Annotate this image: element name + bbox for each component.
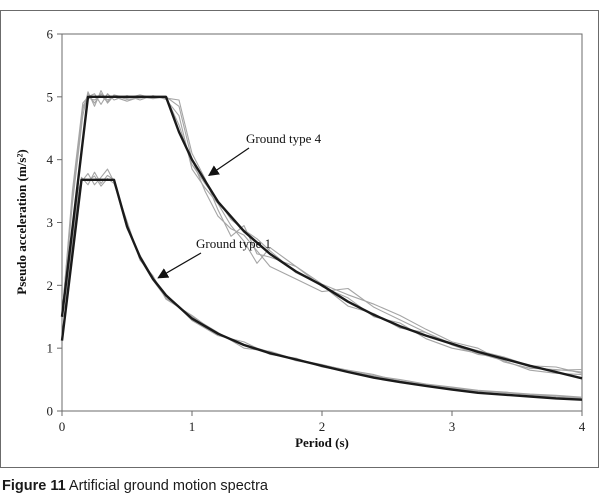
annotation-label: Ground type 4 — [246, 131, 322, 146]
y-tick-label: 3 — [47, 215, 54, 230]
y-tick-label: 5 — [47, 89, 54, 104]
figure-title: Artificial ground motion spectra — [68, 478, 268, 494]
x-axis-ticks: 0 1 2 3 4 — [59, 411, 586, 434]
x-tick-label: 1 — [189, 419, 196, 434]
annotation-arrow — [157, 252, 202, 279]
artificial-spectrum-line — [61, 94, 583, 371]
annotation-arrow — [208, 147, 250, 176]
target-spectrum-line — [60, 178, 583, 401]
y-tick-label: 6 — [47, 27, 54, 42]
figure-number: Figure 11 — [2, 478, 66, 494]
artificial-spectrum-line — [61, 168, 583, 398]
figure-caption: Figure 11 Artificial ground motion spect… — [2, 478, 268, 494]
x-tick-label: 0 — [59, 419, 66, 434]
y-tick-label: 2 — [47, 278, 54, 293]
y-tick-label: 1 — [47, 341, 54, 356]
figure-frame: 0 1 2 3 4 5 6 0 1 2 3 4 Ground type 4 Ground type 1… — [0, 10, 599, 468]
y-tick-label: 0 — [47, 404, 54, 419]
spectra-chart: 0 1 2 3 4 5 6 0 1 2 3 4 Ground type 4 Ground type 1… — [14, 27, 586, 451]
artificial-spectrum-line — [61, 93, 583, 374]
y-axis-label: Pseudo acceleration (m/s²) — [14, 149, 29, 294]
annotation-label: Ground type 1 — [196, 236, 271, 251]
y-tick-label: 4 — [47, 152, 54, 167]
target-spectra-group — [60, 95, 583, 401]
target-spectrum-line — [60, 95, 583, 380]
artificial-spectrum-line — [61, 90, 583, 376]
x-tick-label: 2 — [319, 419, 326, 434]
x-tick-label: 3 — [449, 419, 456, 434]
x-tick-label: 4 — [579, 419, 586, 434]
annotations-group: Ground type 4 Ground type 1 — [157, 131, 322, 279]
x-axis-label: Period (s) — [295, 435, 349, 450]
artificial-spectrum-line — [61, 93, 583, 373]
artificial-spectra-group — [61, 90, 583, 399]
plot-area — [61, 33, 583, 412]
y-axis-ticks: 0 1 2 3 4 5 6 — [47, 27, 62, 419]
